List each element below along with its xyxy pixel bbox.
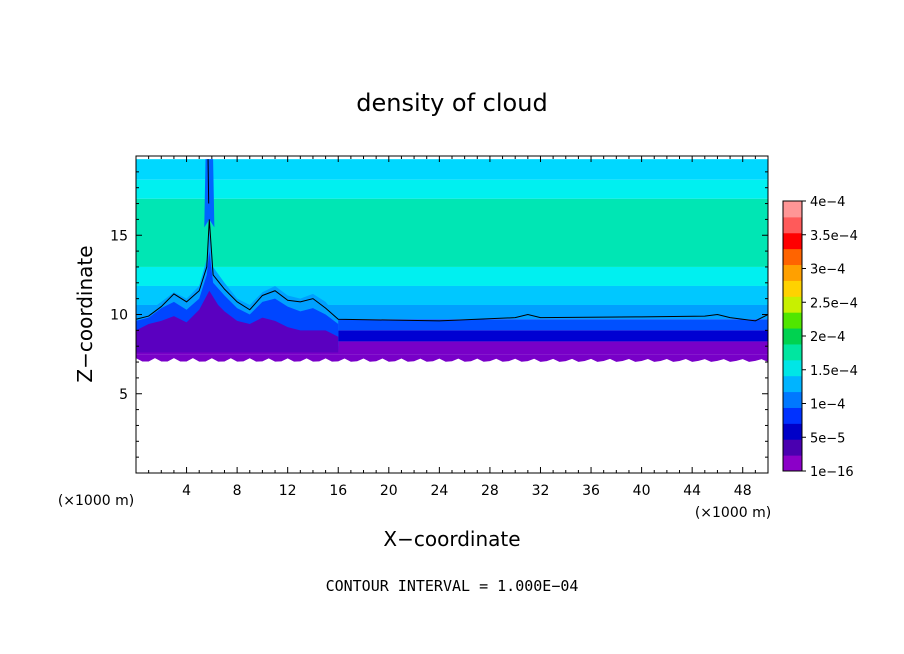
colorbar-segment <box>783 343 802 361</box>
contour-interval-note: CONTOUR INTERVAL = 1.000E−04 <box>326 577 579 595</box>
colorbar-segment <box>783 407 802 424</box>
colorbar-segment <box>783 423 802 440</box>
colorbar-label: 1.5e−4 <box>810 364 858 379</box>
x-tick-label: 12 <box>279 483 297 499</box>
colorbar-label: 3e−4 <box>810 263 845 278</box>
colorbar-segment <box>783 280 802 297</box>
colorbar-segment <box>783 312 802 329</box>
cloud-base-edge <box>136 354 768 362</box>
y-axis-label: Z−coordinate <box>73 245 97 382</box>
colorbar-label: 2e−4 <box>810 330 845 345</box>
x-tick-label: 24 <box>430 483 448 499</box>
z-unit-label: (×1000 m) <box>58 493 134 509</box>
colorbar: 4e−4 3.5e−4 3e−4 2.5e−4 2e−4 1.5e−4 1e−4 5e−5 1e… <box>782 195 858 480</box>
colorbar-segment <box>783 391 802 408</box>
colorbar-segment <box>783 455 802 472</box>
y-tick-label: 10 <box>110 308 128 324</box>
colorbar-segment <box>783 216 802 234</box>
y-tick-label: 5 <box>119 387 128 403</box>
contour-line <box>135 219 769 322</box>
x-tick-label: 36 <box>582 483 600 499</box>
x-tick-label: 8 <box>233 483 242 499</box>
x-unit-label: (×1000 m) <box>695 505 771 521</box>
colorbar-segment <box>783 232 802 250</box>
colorbar-segment <box>783 296 802 313</box>
x-tick-label: 48 <box>734 483 752 499</box>
chart-title: density of cloud <box>356 89 547 117</box>
x-tick-label: 20 <box>380 483 398 499</box>
x-axis-label: X−coordinate <box>383 527 520 551</box>
colorbar-label: 1e−16 <box>810 465 854 480</box>
band-blue <box>136 319 768 331</box>
x-axis-ticks: 4 8 12 16 20 24 28 32 36 40 44 48 <box>148 156 756 499</box>
colorbar-segment <box>783 439 802 456</box>
band-core <box>136 198 768 267</box>
colorbar-segment <box>783 248 802 266</box>
updraft-contour <box>207 159 210 204</box>
colorbar-segment <box>783 375 802 393</box>
colorbar-label: 5e−5 <box>810 431 845 446</box>
x-tick-label: 44 <box>683 483 701 499</box>
x-tick-label: 16 <box>329 483 347 499</box>
convective-region-core <box>136 290 339 353</box>
band-deep <box>136 330 768 342</box>
x-tick-label: 32 <box>532 483 550 499</box>
colorbar-segment <box>783 328 802 345</box>
x-tick-label: 28 <box>481 483 499 499</box>
colorbar-segment <box>783 359 802 377</box>
x-tick-label: 40 <box>633 483 651 499</box>
y-tick-label: 15 <box>110 228 128 244</box>
band-top <box>136 159 768 180</box>
colorbar-label: 1e−4 <box>810 398 845 413</box>
band-upper <box>136 179 768 199</box>
x-tick-label: 4 <box>182 483 191 499</box>
updraft-column <box>204 159 215 228</box>
colorbar-label: 3.5e−4 <box>810 229 858 244</box>
band-mid <box>136 266 768 286</box>
y-axis-ticks: 5 10 15 <box>110 171 768 458</box>
colorbar-label: 2.5e−4 <box>810 296 858 311</box>
plot-area <box>135 155 769 474</box>
colorbar-segment <box>783 264 802 281</box>
colorbar-label: 4e−4 <box>810 195 845 210</box>
colorbar-segment <box>783 201 802 218</box>
